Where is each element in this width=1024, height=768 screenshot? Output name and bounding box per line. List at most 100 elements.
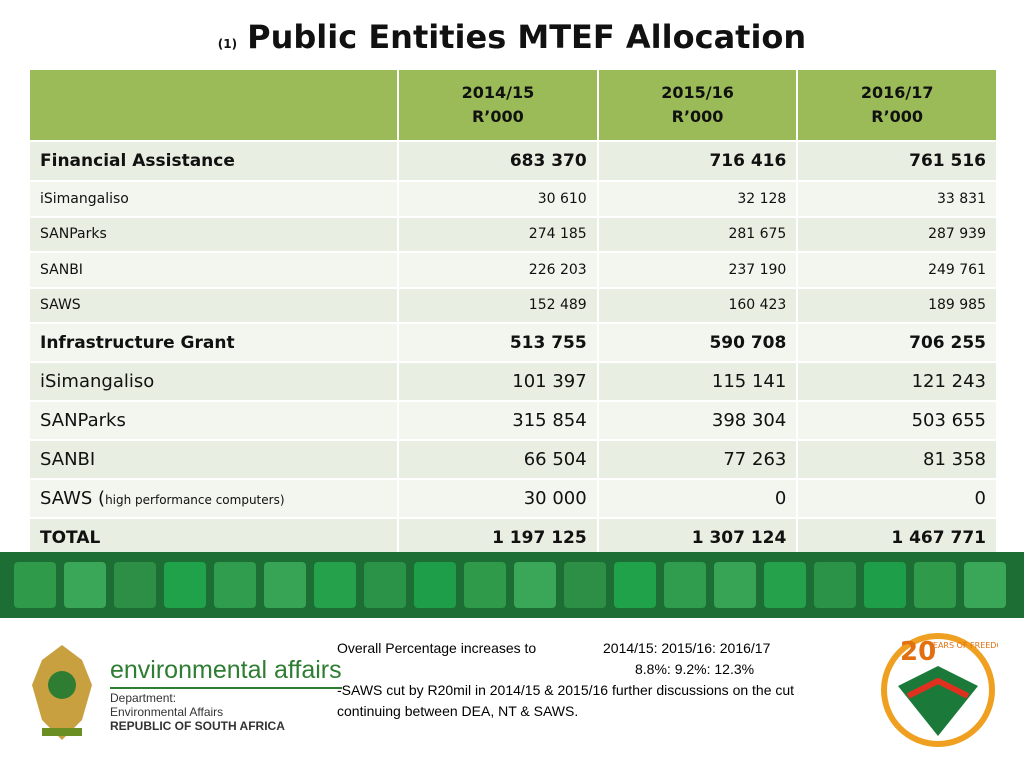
table-row: Infrastructure Grant 513 755 590 708 706 25… [27, 322, 998, 363]
table-row: Financial Assistance 683 370 716 416 761 51… [27, 140, 998, 182]
cell-value: 0 [596, 478, 799, 519]
row-label-text: SANBI [40, 449, 96, 470]
band-square [564, 562, 606, 608]
cell-value: 503 655 [796, 400, 998, 441]
band-square [364, 562, 406, 608]
row-label: SAWS (high performance computers) [27, 478, 400, 519]
badge-ring [881, 633, 995, 747]
row-label-text: iSimangaliso [40, 371, 155, 392]
cell-value: 77 263 [596, 439, 799, 480]
cell-value: 281 675 [596, 215, 799, 253]
table-row: SAWS (high performance computers) 30 000 0… [27, 478, 998, 519]
logo-name: environmental affairs [110, 656, 342, 684]
cell-value: 115 141 [596, 361, 799, 402]
band-square [264, 562, 306, 608]
cell-value: 121 243 [796, 361, 998, 402]
row-label-text: SANParks [40, 410, 126, 431]
title-prefix: (1) [217, 37, 238, 51]
row-label-text: iSimangaliso [40, 190, 129, 207]
cell-value: 1 467 771 [796, 517, 998, 558]
band-square [714, 562, 756, 608]
cell-value: 33 831 [796, 180, 998, 218]
band-square [314, 562, 356, 608]
logo-country: REPUBLIC OF SOUTH AFRICA [110, 719, 285, 733]
table-row: SANParks 274 185 281 675 287 939 [27, 215, 998, 253]
column-header-line: R’000 [871, 107, 924, 126]
row-label: SANBI [27, 251, 400, 289]
band-square [214, 562, 256, 608]
arms-banner [42, 728, 82, 736]
table-row: iSimangaliso 30 610 32 128 33 831 [27, 180, 998, 218]
band-square [914, 562, 956, 608]
cell-value: 274 185 [397, 215, 599, 253]
cell-value: 287 939 [796, 215, 998, 253]
cell-value: 32 128 [596, 180, 799, 218]
title-text: Public Entities MTEF Allocation [247, 18, 807, 56]
band-square [414, 562, 456, 608]
cell-value: 81 358 [796, 439, 998, 480]
note-text: Overall Percentage increases to [337, 640, 537, 656]
row-label-text: SAWS [40, 297, 81, 314]
cell-value: 0 [796, 478, 998, 519]
column-header-line: R’000 [671, 107, 724, 126]
table-row: SANParks 315 854 398 304 503 655 [27, 400, 998, 441]
cell-value: 30 610 [397, 180, 599, 218]
logo-dept: Department: [110, 687, 342, 705]
row-label: SANParks [27, 400, 400, 441]
table-row: SAWS 152 489 160 423 189 985 [27, 286, 998, 324]
row-label-text: Financial Assistance [40, 151, 235, 171]
column-header-line: 2015/16 [661, 83, 734, 102]
header-corner [27, 68, 400, 142]
row-label: SANBI [27, 439, 400, 480]
row-label-text: Infrastructure Grant [40, 332, 235, 353]
cell-value: 513 755 [397, 322, 599, 363]
cell-value: 66 504 [397, 439, 599, 480]
band-square [64, 562, 106, 608]
note-line: Overall Percentage increases to 2014/15: … [337, 638, 857, 659]
badge-text: YEARS OF FREEDOM [927, 641, 998, 650]
row-label: iSimangaliso [27, 361, 400, 402]
band-square [864, 562, 906, 608]
cell-value: 716 416 [596, 140, 799, 182]
cell-value: 160 423 [596, 286, 799, 324]
band-square [964, 562, 1006, 608]
cell-value: 189 985 [796, 286, 998, 324]
column-header-line: 2016/17 [860, 83, 934, 102]
cell-value: 398 304 [596, 400, 799, 441]
cell-value: 683 370 [397, 140, 599, 182]
row-label: Financial Assistance [27, 140, 400, 182]
note-line: -SAWS cut by R20mil in 2014/15 & 2015/16… [337, 682, 795, 719]
row-label: SANParks [27, 215, 400, 253]
column-header: 2015/16 R’000 [596, 68, 799, 142]
cell-value: 315 854 [397, 400, 599, 441]
row-label: iSimangaliso [27, 180, 400, 218]
logo-dept-name: Environmental Affairs [110, 705, 224, 719]
badge: 20 YEARS OF FREEDOM [881, 633, 998, 747]
table-row: SANBI 66 504 77 263 81 358 [27, 439, 998, 480]
band-square [114, 562, 156, 608]
column-header-line: R’000 [471, 107, 524, 126]
band-square [614, 562, 656, 608]
band-square [464, 562, 506, 608]
notes: Overall Percentage increases to 2014/15: … [337, 638, 857, 722]
badge-stripe [906, 677, 970, 699]
title: (1) Public Entities MTEF Allocation [0, 18, 1024, 56]
cell-value: 30 000 [397, 478, 599, 519]
band-square [764, 562, 806, 608]
band-square [664, 562, 706, 608]
column-header-line: 2014/15 [461, 83, 535, 102]
table-row: TOTAL 1 197 125 1 307 124 1 467 771 [27, 517, 998, 558]
coat-of-arms [32, 645, 92, 740]
badge-number: 20 [900, 637, 936, 667]
row-label-text: SANBI [40, 261, 83, 278]
row-label: SAWS [27, 286, 400, 324]
column-header: 2016/17 R’000 [796, 68, 998, 142]
allocation-table: 2014/15 R’000 2015/16 R’000 2016/17 R’000 Fin… [27, 68, 998, 558]
row-label: Infrastructure Grant [27, 322, 400, 363]
badge-flag [898, 666, 978, 736]
table-row: SANBI 226 203 237 190 249 761 [27, 251, 998, 289]
cell-value: 706 255 [796, 322, 998, 363]
cell-value: 226 203 [397, 251, 599, 289]
row-label-text: SANParks [40, 226, 107, 243]
